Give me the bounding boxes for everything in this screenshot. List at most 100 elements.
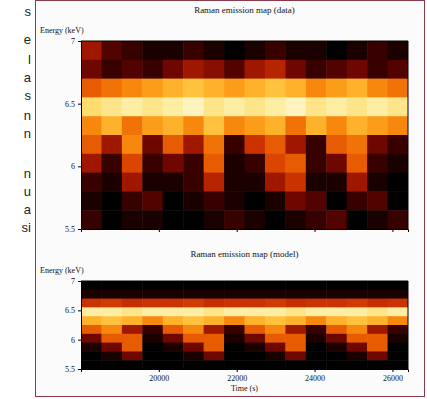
heat-cell (183, 173, 204, 192)
heat-cell (265, 281, 286, 290)
heat-cell (245, 307, 266, 316)
heat-cell (388, 60, 408, 79)
heat-cell (101, 307, 122, 316)
heat-cell (101, 41, 122, 60)
heat-cell (163, 60, 184, 79)
heat-cell (81, 299, 102, 308)
heat-cell (183, 334, 204, 343)
heat-cell (306, 307, 327, 316)
y-tick-mark (78, 310, 81, 311)
heat-cell (204, 325, 225, 334)
heat-cell (367, 210, 388, 229)
heat-cell (81, 210, 102, 229)
heat-cell (347, 351, 368, 360)
x-tick-mark (159, 229, 160, 232)
heat-cell (142, 325, 163, 334)
heat-cell (183, 325, 204, 334)
heat-cell (81, 343, 102, 352)
heat-cell (204, 343, 225, 352)
side-fragment: e (24, 32, 31, 47)
heat-cell (163, 135, 184, 154)
heat-cell (81, 360, 102, 369)
heat-cell (122, 210, 143, 229)
heat-cell (285, 191, 306, 210)
heat-cell (183, 299, 204, 308)
heat-cell (142, 191, 163, 210)
heat-cell (265, 191, 286, 210)
heat-cell (326, 191, 347, 210)
heat-cell (306, 343, 327, 352)
heat-cell (347, 41, 368, 60)
y-tick-mark (78, 41, 81, 42)
y-tick-label: 6 (71, 336, 75, 345)
heat-cell (142, 97, 163, 116)
heat-cell (204, 154, 225, 173)
heat-cell (81, 60, 102, 79)
heat-cell (285, 210, 306, 229)
x-tick: 20000 (149, 369, 169, 383)
x-tick (392, 229, 393, 232)
heat-cell (183, 290, 204, 299)
heat-cell (224, 97, 245, 116)
heat-cell (122, 316, 143, 325)
heat-cell (245, 60, 266, 79)
heat-cell (245, 79, 266, 98)
heat-cell (347, 191, 368, 210)
side-fragment: a (24, 202, 31, 217)
heat-cell (142, 135, 163, 154)
heat-cell (388, 191, 408, 210)
heat-cell (326, 135, 347, 154)
heat-cell (285, 351, 306, 360)
heat-cell (285, 307, 306, 316)
heat-cell (183, 281, 204, 290)
heat-cell (347, 299, 368, 308)
heat-cell (163, 290, 184, 299)
heat-cell (183, 307, 204, 316)
heat-cell (367, 79, 388, 98)
heat-cell (183, 79, 204, 98)
heat-cell (224, 41, 245, 60)
heat-cell (306, 173, 327, 192)
heat-cell (122, 290, 143, 299)
y-tick: 5.5 (65, 225, 81, 234)
heat-cell (204, 299, 225, 308)
heat-cell (367, 60, 388, 79)
y-tick-mark (78, 104, 81, 105)
heat-cell (245, 325, 266, 334)
heat-cell (183, 116, 204, 135)
heat-cell (81, 334, 102, 343)
heat-cell (122, 334, 143, 343)
heat-cell (265, 210, 286, 229)
heat-cell (326, 334, 347, 343)
x-tick: 24000 (305, 369, 325, 383)
heat-cell (306, 116, 327, 135)
heat-cell (367, 173, 388, 192)
heat-cell (183, 41, 204, 60)
heat-cell (101, 60, 122, 79)
y-axis-title: Energy (keV) (40, 26, 84, 35)
heat-cell (245, 135, 266, 154)
heat-cell (306, 60, 327, 79)
figure: 5.566.57Raman emission map (data)Energy … (35, 0, 425, 397)
heat-cell (101, 191, 122, 210)
heat-cell (285, 60, 306, 79)
heat-cell (163, 316, 184, 325)
heat-cell (265, 173, 286, 192)
y-axis: 5.566.57 (65, 37, 82, 234)
side-text: selasnnnuasi (0, 0, 34, 399)
heat-cell (122, 307, 143, 316)
heat-cell (163, 307, 184, 316)
heatmap-cells (81, 41, 408, 229)
heat-cell (306, 316, 327, 325)
heat-cell (306, 325, 327, 334)
heat-cell (81, 79, 102, 98)
heat-cell (367, 325, 388, 334)
heat-cell (224, 299, 245, 308)
heat-cell (163, 191, 184, 210)
heat-cell (367, 97, 388, 116)
heat-cell (285, 79, 306, 98)
heat-cell (81, 290, 102, 299)
heat-cell (306, 351, 327, 360)
heat-cell (142, 281, 163, 290)
y-axis-line (78, 42, 82, 230)
